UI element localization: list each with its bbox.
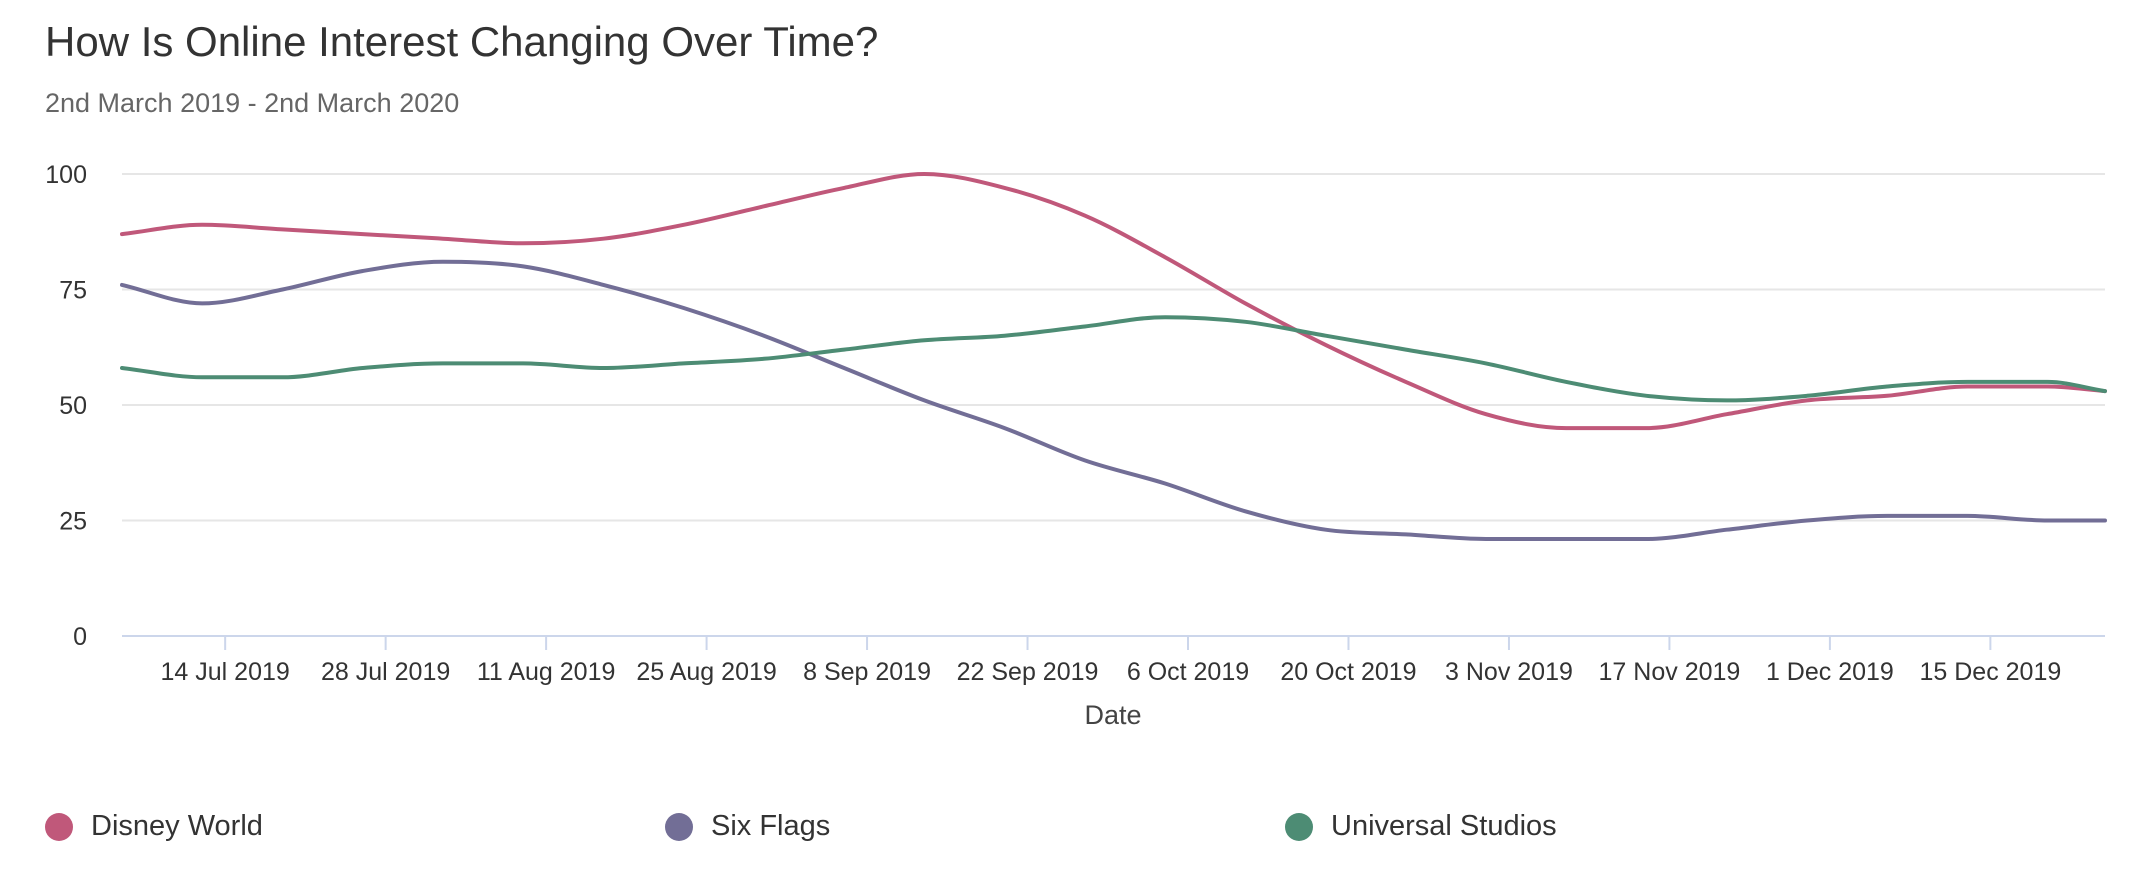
y-tick-label-50: 50 — [59, 392, 87, 420]
x-tick-label-6: 6 Oct 2019 — [1127, 658, 1249, 686]
x-tick-label-1: 28 Jul 2019 — [321, 658, 450, 686]
legend-item-universal-studios[interactable]: Universal Studios — [1285, 810, 1557, 843]
legend-label-universal-studios: Universal Studios — [1331, 810, 1557, 842]
legend-marker-six-flags — [665, 812, 693, 841]
x-tick-label-3: 25 Aug 2019 — [636, 658, 776, 686]
x-tick-label-8: 3 Nov 2019 — [1445, 658, 1573, 686]
x-tick-label-4: 8 Sep 2019 — [803, 658, 931, 686]
legend-item-six-flags[interactable]: Six Flags — [665, 810, 830, 843]
legend: Disney World Six Flags Universal Studios — [0, 810, 2138, 850]
x-axis-title: Date — [1084, 700, 1141, 730]
x-tick-label-7: 20 Oct 2019 — [1280, 658, 1416, 686]
chart-subtitle: 2nd March 2019 - 2nd March 2020 — [45, 88, 460, 118]
y-axis-labels: 0 25 50 75 100 — [45, 161, 87, 651]
x-tick-label-11: 15 Dec 2019 — [1919, 658, 2061, 686]
y-tick-label-25: 25 — [59, 508, 87, 536]
x-tick-label-10: 1 Dec 2019 — [1766, 658, 1894, 686]
legend-marker-disney-world — [45, 812, 73, 841]
legend-item-disney-world[interactable]: Disney World — [45, 810, 263, 843]
line-chart: 0 25 50 75 100 14 Jul 2019 28 Jul 2019 11 Aug … — [45, 161, 2107, 730]
y-tick-label-75: 75 — [59, 277, 87, 305]
series-lines — [120, 172, 2107, 542]
y-tick-label-100: 100 — [45, 161, 87, 189]
x-axis: 14 Jul 2019 28 Jul 2019 11 Aug 2019 25 Aug … — [122, 635, 2105, 686]
series-line-universal-studios[interactable] — [120, 315, 2107, 403]
y-tick-label-0: 0 — [73, 623, 87, 651]
legend-label-six-flags: Six Flags — [711, 810, 831, 842]
x-tick-label-9: 17 Nov 2019 — [1599, 658, 1741, 686]
legend-label-disney-world: Disney World — [91, 810, 263, 842]
chart-title: How Is Online Interest Changing Over Tim… — [45, 18, 879, 65]
x-tick-label-5: 22 Sep 2019 — [957, 658, 1099, 686]
x-tick-label-2: 11 Aug 2019 — [477, 658, 616, 686]
x-tick-label-0: 14 Jul 2019 — [161, 658, 290, 686]
series-line-disney-world[interactable] — [120, 172, 2107, 431]
legend-marker-universal-studios — [1285, 812, 1313, 841]
series-line-six-flags[interactable] — [120, 259, 2107, 542]
